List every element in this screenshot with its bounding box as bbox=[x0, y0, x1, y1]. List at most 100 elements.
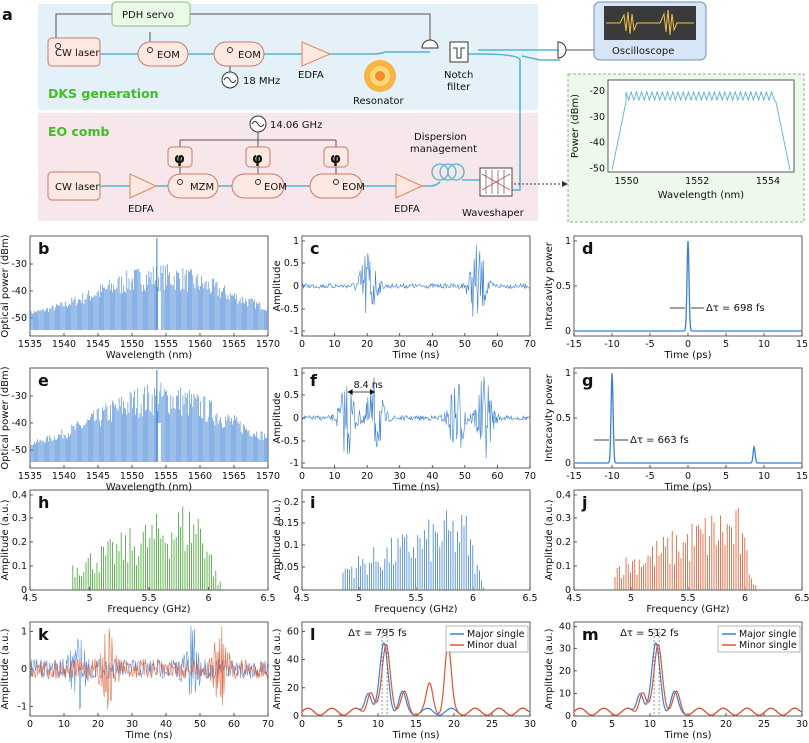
panel-b-ylabel: Optical power (dBm) bbox=[0, 234, 11, 337]
panel-j-xtick: 4.5 bbox=[566, 593, 581, 604]
panel-f-xtick: 40 bbox=[426, 471, 438, 482]
panel-h-letter: h bbox=[38, 493, 49, 512]
svg-text:filter: filter bbox=[447, 82, 471, 93]
panel-c-ytick: 0 bbox=[293, 281, 299, 292]
inset-ytick: -50 bbox=[589, 163, 605, 174]
panel-k-xtick: 40 bbox=[160, 719, 172, 730]
panel-l-xtick: 30 bbox=[524, 719, 536, 730]
panel-h-xtick: 5 bbox=[86, 593, 92, 604]
panel-e-axes bbox=[29, 367, 269, 469]
panel-b-xtick: 1540 bbox=[52, 339, 76, 350]
panel-c-letter: c bbox=[310, 239, 319, 258]
panel-d-xtick: 0 bbox=[685, 339, 691, 350]
panel-j-xtick: 6 bbox=[742, 593, 748, 604]
eo-edfa-1 bbox=[129, 173, 158, 199]
panel-c-xtick: 60 bbox=[491, 339, 503, 350]
panel-f-xtick: 70 bbox=[524, 471, 536, 482]
panel-k-xtick: 70 bbox=[262, 719, 274, 730]
panel-d-xtick: -10 bbox=[604, 339, 620, 350]
svg-text:Notch: Notch bbox=[444, 70, 473, 81]
panel-e-ytick: -30 bbox=[11, 391, 27, 402]
svg-text:Waveshaper: Waveshaper bbox=[462, 208, 525, 219]
svg-text:Resonator: Resonator bbox=[353, 96, 404, 107]
panel-i-ytick: 0.2 bbox=[284, 497, 299, 508]
dks-eom-2 bbox=[213, 41, 265, 67]
eo-fiber-path bbox=[100, 179, 480, 187]
panel-l-legend-item: Minor dual bbox=[467, 640, 517, 651]
panel-l-series-2 bbox=[301, 643, 530, 716]
panel-k-ytick: -1 bbox=[18, 702, 27, 713]
inset-xtick: 1550 bbox=[615, 176, 639, 187]
svg-text:φ: φ bbox=[174, 151, 185, 167]
panel-d-xtick: -15 bbox=[566, 339, 582, 350]
svg-text:EDFA: EDFA bbox=[298, 70, 324, 81]
svg-text:φ: φ bbox=[252, 151, 263, 167]
panel-c-xtick: 30 bbox=[394, 339, 406, 350]
panel-e-xlabel: Wavelength (nm) bbox=[106, 482, 192, 493]
pdh-servo-box bbox=[111, 1, 191, 27]
svg-text:EOM: EOM bbox=[157, 50, 180, 61]
panel-k-xtick: 0 bbox=[27, 719, 33, 730]
panel-c-xtick: 20 bbox=[361, 339, 373, 350]
panel-j-ytick: 0.2 bbox=[556, 537, 571, 548]
panel-i-ylabel: Amplitude (a.u.) bbox=[272, 499, 283, 580]
phase-shifter-2: φ bbox=[245, 146, 271, 168]
panel-m-xtick: 5 bbox=[609, 719, 615, 730]
panel-g-xtick: 10 bbox=[758, 471, 770, 482]
panel-i-xtick: 4.5 bbox=[294, 593, 309, 604]
panel-m-ytick: 40 bbox=[559, 622, 571, 633]
panel-f-xtick: 50 bbox=[459, 471, 471, 482]
panel-i-xtick: 6 bbox=[470, 593, 476, 604]
panel-l-ytick: 60 bbox=[287, 626, 299, 637]
panel-i-ytick: 0.1 bbox=[284, 540, 299, 551]
panel-c-ytick: -0.5 bbox=[280, 304, 299, 315]
panel-b-ytick: -50 bbox=[11, 313, 27, 324]
panel-f-xtick: 20 bbox=[361, 471, 373, 482]
panel-k-xlabel: Time (ns) bbox=[124, 730, 172, 741]
panel-f-ytick: -1 bbox=[290, 458, 299, 469]
panel-l-annotation: Δτ = 795 fs bbox=[348, 628, 407, 639]
panel-f-xtick: 0 bbox=[299, 471, 305, 482]
dks-fiber-path bbox=[98, 51, 521, 191]
panel-l-xtick: 10 bbox=[372, 719, 384, 730]
panel-c-ytick: 0.5 bbox=[284, 258, 299, 269]
panel-d-annotation: Δτ = 698 fs bbox=[706, 303, 765, 314]
panel-i-xtick: 6.5 bbox=[522, 593, 537, 604]
svg-text:Dispersion: Dispersion bbox=[414, 132, 467, 143]
panel-m-ytick: 30 bbox=[559, 643, 571, 654]
panel-h-ytick: 0.2 bbox=[12, 537, 27, 548]
dks-cw-laser bbox=[47, 37, 101, 67]
panel-b: b 1535 1540 1545 1550 1555 1560 1565 1570 Wavelen… bbox=[0, 234, 280, 361]
panel-l-legend bbox=[445, 625, 529, 653]
panel-c-xtick: 0 bbox=[299, 339, 305, 350]
panel-k-xtick: 20 bbox=[92, 719, 104, 730]
panel-h-ytick: 0.4 bbox=[12, 490, 27, 501]
svg-text:CW laser: CW laser bbox=[55, 48, 100, 59]
panel-m-xlabel: Time (ns) bbox=[663, 730, 711, 741]
svg-text:EOM: EOM bbox=[264, 182, 287, 193]
svg-text:18 MHz: 18 MHz bbox=[243, 76, 280, 87]
panel-b-xtick: 1570 bbox=[256, 339, 280, 350]
dispersion-coil bbox=[431, 163, 465, 181]
panel-c-ytick: 1 bbox=[293, 236, 299, 247]
panel-d-xtick: -5 bbox=[645, 339, 654, 350]
phase-shifter-1: φ bbox=[167, 146, 193, 168]
panel-b-xlabel: Wavelength (nm) bbox=[106, 350, 192, 361]
panel-d-ytick: 0 bbox=[565, 326, 571, 337]
panel-l-xtick: 5 bbox=[337, 719, 343, 730]
panel-c-xtick: 50 bbox=[459, 339, 471, 350]
panel-d-xtick: 5 bbox=[723, 339, 729, 350]
panel-m-legend-item: Major single bbox=[739, 629, 797, 640]
panel-b-xtick: 1545 bbox=[86, 339, 110, 350]
waveshaper bbox=[479, 167, 513, 197]
panel-b-xtick: 1550 bbox=[120, 339, 144, 350]
panel-c-xtick: 10 bbox=[329, 339, 341, 350]
panel-d-xlabel: Time (ps) bbox=[663, 350, 711, 361]
panel-d-xtick: 10 bbox=[758, 339, 770, 350]
panel-f-ytick: -0.5 bbox=[280, 436, 299, 447]
panel-f-ytick: 0.5 bbox=[284, 390, 299, 401]
panel-f-ylabel: Amplitude bbox=[272, 392, 283, 443]
